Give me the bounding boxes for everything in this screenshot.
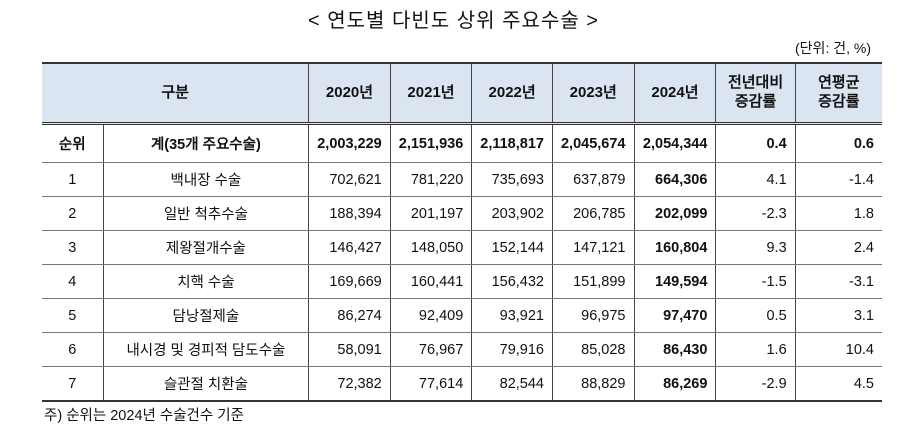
table-row: 순위 계(35개 주요수술) 2,003,229 2,151,936 2,118,817… xyxy=(42,123,882,163)
table-cell: 4.5 xyxy=(795,366,882,402)
table-row: 1 백내장 수술 702,621 781,220 735,693 637,879 664,3… xyxy=(42,162,882,197)
table-cell: 160,441 xyxy=(390,264,473,299)
header-line: 전년대비 xyxy=(727,74,784,92)
table-cell: 77,614 xyxy=(390,366,473,402)
header-cell: 전년대비 증감률 xyxy=(715,62,796,125)
table-row: 3 제왕절개수술 146,427 148,050 152,144 147,121 160,8… xyxy=(42,230,882,265)
table-cell: 2 xyxy=(42,196,104,231)
table-cell: 2.4 xyxy=(795,230,882,265)
table-cell: 202,099 xyxy=(634,196,717,231)
table-cell: 160,804 xyxy=(634,230,717,265)
table-cell: 1.6 xyxy=(715,332,796,367)
table-cell: -3.1 xyxy=(795,264,882,299)
table-cell: 702,621 xyxy=(308,162,391,197)
table-cell: -2.9 xyxy=(715,366,796,402)
table-cell: 152,144 xyxy=(471,230,553,265)
table-row: 4 치핵 수술 169,669 160,441 156,432 151,899 149,59… xyxy=(42,264,882,299)
table-cell: 97,470 xyxy=(634,298,717,333)
table-cell: 슬관절 치환술 xyxy=(103,366,310,402)
table-cell: 151,899 xyxy=(552,264,635,299)
table-cell: 188,394 xyxy=(308,196,391,231)
table-cell: 88,829 xyxy=(552,366,635,402)
table-cell: 86,274 xyxy=(308,298,391,333)
header-row: 구분 2020년 2021년 2022년 2023년 2024년 전년대비 증감률 연평균 증감… xyxy=(42,62,882,125)
table-cell: 일반 척추수술 xyxy=(103,196,310,231)
table-cell: 담낭절제술 xyxy=(103,298,310,333)
table-cell: 1.8 xyxy=(795,196,882,231)
table-cell: 637,879 xyxy=(552,162,635,197)
table-cell: 4.1 xyxy=(715,162,796,197)
table-cell: 순위 xyxy=(42,123,104,163)
table-cell: 7 xyxy=(42,366,104,402)
header-line: 증감률 xyxy=(818,93,860,110)
table-row: 7 슬관절 치환술 72,382 77,614 82,544 88,829 86,269 -2… xyxy=(42,366,882,402)
table-cell: 0.5 xyxy=(715,298,796,333)
table-cell: 79,916 xyxy=(471,332,553,367)
table-cell: -1.5 xyxy=(715,264,796,299)
table-cell: 2,118,817 xyxy=(471,123,553,163)
table-cell: 58,091 xyxy=(308,332,391,367)
table-cell: 206,785 xyxy=(552,196,635,231)
table-cell: 76,967 xyxy=(390,332,473,367)
table-cell: 백내장 수술 xyxy=(103,162,310,197)
table-cell: 781,220 xyxy=(390,162,473,197)
table-cell: 0.6 xyxy=(795,123,882,163)
table-cell: 0.4 xyxy=(715,123,796,163)
header-cell: 연평균 증감률 xyxy=(795,62,882,125)
table-cell: 169,669 xyxy=(308,264,391,299)
table-cell: 147,121 xyxy=(552,230,635,265)
table-cell: 156,432 xyxy=(471,264,553,299)
table-cell: 2,045,674 xyxy=(552,123,635,163)
table-cell: -2.3 xyxy=(715,196,796,231)
table-cell: 2,151,936 xyxy=(390,123,473,163)
header-line: 증감률 xyxy=(734,93,777,110)
table-cell: 9.3 xyxy=(715,230,796,265)
table-row: 6 내시경 및 경피적 담도수술 58,091 76,967 79,916 85,028 8… xyxy=(42,332,882,367)
table-cell: 내시경 및 경피적 담도수술 xyxy=(103,332,310,367)
table-cell: 96,975 xyxy=(552,298,635,333)
table-cell: 3.1 xyxy=(795,298,882,333)
table-cell: 10.4 xyxy=(795,332,882,367)
table-cell: 85,028 xyxy=(552,332,635,367)
table-cell: 6 xyxy=(42,332,104,367)
table-body: 순위 계(35개 주요수술) 2,003,229 2,151,936 2,118,817… xyxy=(42,123,882,402)
table-cell: 86,269 xyxy=(634,366,717,402)
table-cell: 86,430 xyxy=(634,332,717,367)
table-cell: 2,054,344 xyxy=(634,123,717,163)
header-cell: 구분 xyxy=(42,62,310,125)
header-cell: 2024년 xyxy=(634,62,717,125)
table-cell: 82,544 xyxy=(471,366,553,402)
table-cell: 3 xyxy=(42,230,104,265)
table-cell: -1.4 xyxy=(795,162,882,197)
header-cell: 2023년 xyxy=(552,62,635,125)
table-cell: 146,427 xyxy=(308,230,391,265)
table-cell: 735,693 xyxy=(471,162,553,197)
table-cell: 92,409 xyxy=(390,298,473,333)
table-cell: 5 xyxy=(42,298,104,333)
table-cell: 제왕절개수술 xyxy=(103,230,310,265)
table-row: 2 일반 척추수술 188,394 201,197 203,902 206,785 202,… xyxy=(42,196,882,231)
table-cell: 201,197 xyxy=(390,196,473,231)
table-cell: 계(35개 주요수술) xyxy=(103,123,310,163)
table-cell: 148,050 xyxy=(390,230,473,265)
table-cell: 93,921 xyxy=(471,298,553,333)
header-line: 연평균 xyxy=(818,74,860,92)
header-cell: 2022년 xyxy=(471,62,553,125)
table-row: 5 담낭절제술 86,274 92,409 93,921 96,975 97,470 0.5 3… xyxy=(42,298,882,333)
table-cell: 72,382 xyxy=(308,366,391,402)
footnote: 주) 순위는 2024년 수술건수 기준 xyxy=(44,408,244,424)
surgery-table: 구분 2020년 2021년 2022년 2023년 2024년 전년대비 증감률 연평균 증감… xyxy=(42,62,882,402)
table-cell: 치핵 수술 xyxy=(103,264,310,299)
table-cell: 1 xyxy=(42,162,104,197)
header-cell: 2020년 xyxy=(308,62,391,125)
title: < 연도별 다빈도 상위 주요수술 > xyxy=(308,10,599,32)
unit-note: (단위: 건, %) xyxy=(795,40,871,56)
table-cell: 2,003,229 xyxy=(308,123,391,163)
table-cell: 4 xyxy=(42,264,104,299)
table-cell: 149,594 xyxy=(634,264,717,299)
table-cell: 664,306 xyxy=(634,162,717,197)
table-cell: 203,902 xyxy=(471,196,553,231)
header-cell: 2021년 xyxy=(390,62,473,125)
